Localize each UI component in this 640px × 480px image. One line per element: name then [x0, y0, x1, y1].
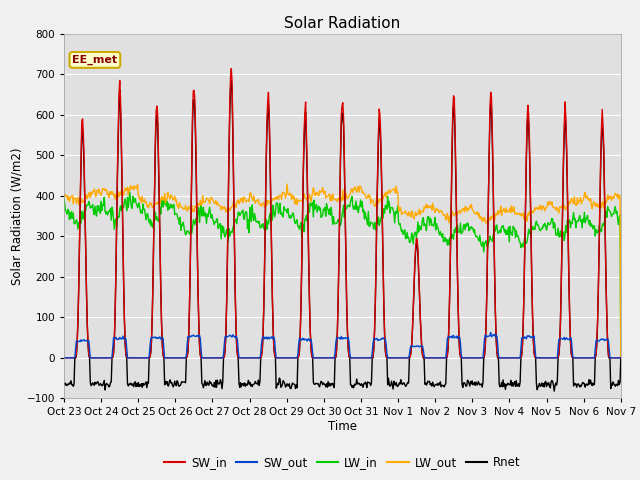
LW_in — [411, 230, 419, 236]
Line: LW_in: LW_in — [64, 192, 621, 358]
LW_out — [214, 200, 221, 205]
Rnet — [550, 388, 558, 394]
Line: Rnet: Rnet — [64, 81, 621, 391]
LW_in — [70, 221, 78, 227]
Rnet — [127, 381, 135, 387]
SW_out — [410, 344, 418, 349]
Rnet — [60, 380, 68, 386]
LW_in — [214, 226, 222, 231]
Line: SW_in: SW_in — [64, 69, 621, 358]
LW_out — [617, 355, 625, 361]
Line: SW_out: SW_out — [64, 333, 621, 358]
SW_out — [184, 334, 192, 339]
Rnet — [70, 381, 78, 387]
Rnet — [411, 264, 419, 269]
SW_in — [127, 355, 135, 361]
SW_in — [184, 348, 192, 354]
LW_out — [283, 181, 291, 187]
LW_in — [617, 355, 625, 361]
SW_out — [60, 355, 68, 361]
Rnet — [184, 349, 192, 355]
SW_in — [428, 355, 435, 361]
LW_out — [70, 196, 78, 202]
SW_in — [617, 355, 625, 361]
SW_in — [227, 66, 235, 72]
LW_out — [428, 204, 435, 210]
SW_in — [411, 260, 419, 265]
Rnet — [227, 78, 235, 84]
LW_in — [126, 189, 134, 195]
Line: LW_out: LW_out — [64, 184, 621, 358]
LW_in — [60, 195, 68, 201]
Rnet — [617, 355, 625, 361]
Title: Solar Radiation: Solar Radiation — [284, 16, 401, 31]
LW_out — [411, 213, 419, 218]
LW_in — [185, 229, 193, 235]
SW_in — [70, 355, 78, 361]
Legend: SW_in, SW_out, LW_in, LW_out, Rnet: SW_in, SW_out, LW_in, LW_out, Rnet — [159, 452, 525, 474]
LW_in — [128, 205, 136, 211]
SW_out — [70, 355, 78, 361]
Text: EE_met: EE_met — [72, 55, 118, 65]
LW_in — [428, 217, 435, 223]
LW_out — [184, 207, 192, 213]
Rnet — [428, 381, 435, 386]
SW_in — [60, 355, 68, 361]
SW_out — [127, 355, 135, 361]
Rnet — [214, 377, 221, 383]
Y-axis label: Solar Radiation (W/m2): Solar Radiation (W/m2) — [11, 147, 24, 285]
LW_out — [127, 185, 135, 191]
SW_out — [214, 355, 221, 361]
SW_in — [214, 355, 221, 361]
SW_out — [487, 330, 495, 336]
LW_out — [60, 193, 68, 199]
SW_out — [617, 355, 625, 361]
SW_out — [426, 355, 434, 361]
X-axis label: Time: Time — [328, 420, 357, 433]
